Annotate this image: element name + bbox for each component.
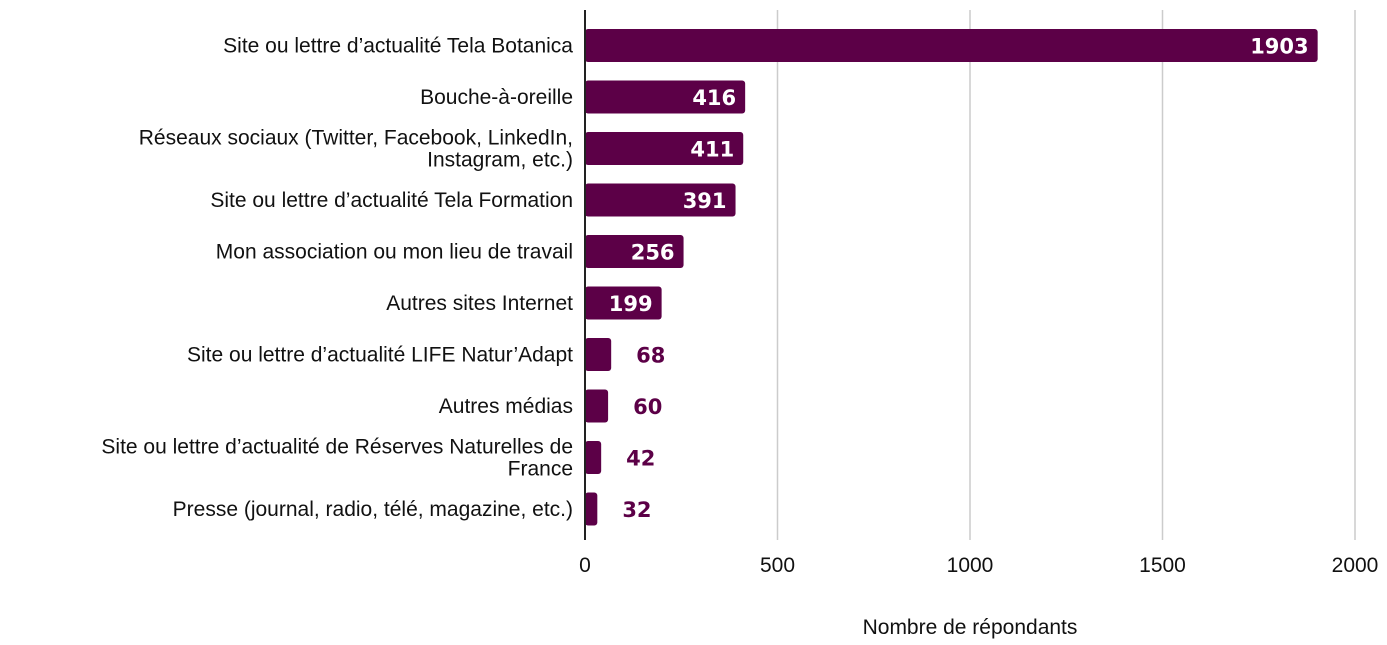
data-label: 256	[631, 241, 675, 265]
category-label: Bouche-à-oreille	[420, 86, 573, 109]
data-label: 199	[609, 292, 653, 316]
data-label: 42	[626, 447, 655, 471]
category-label: Autres sites Internet	[386, 292, 573, 315]
data-label: 416	[692, 86, 736, 110]
bar	[585, 338, 612, 371]
x-tick-label: 1000	[947, 554, 994, 577]
x-tick-label: 0	[579, 554, 591, 577]
category-label: Site ou lettre d’actualité LIFE Natur’Ad…	[187, 344, 573, 367]
data-label: 411	[690, 138, 734, 162]
x-tick-label: 1500	[1139, 554, 1186, 577]
bar	[585, 29, 1318, 62]
x-axis-title: Nombre de répondants	[863, 616, 1078, 639]
data-label: 1903	[1250, 35, 1308, 59]
bar	[585, 80, 746, 114]
bar	[585, 132, 744, 165]
bar	[585, 235, 684, 268]
bars	[585, 29, 1318, 526]
bar	[585, 492, 598, 526]
category-label: Presse (journal, radio, télé, magazine, …	[173, 498, 573, 521]
bar	[585, 183, 736, 217]
value-labels: 1903 416 411 391 256 199 68 60 42 32	[609, 35, 1309, 523]
data-label: 68	[636, 344, 665, 368]
data-label: 391	[683, 189, 727, 213]
x-tick-label: 2000	[1332, 554, 1379, 577]
bar	[585, 389, 609, 423]
category-label: Site ou lettre d’actualité Tela Botanica	[223, 35, 573, 58]
category-label: France	[508, 458, 573, 481]
x-tick-label: 500	[760, 554, 795, 577]
bar	[585, 441, 602, 474]
bar	[585, 286, 662, 320]
category-label: Mon association ou mon lieu de travail	[216, 241, 573, 264]
category-label: Site ou lettre d’actualité Tela Formatio…	[210, 189, 573, 212]
category-labels: Site ou lettre d’actualité Tela Botanica…	[101, 35, 573, 522]
data-label: 32	[622, 498, 651, 522]
data-label: 60	[633, 395, 662, 419]
gridlines	[776, 10, 1356, 540]
category-label: Réseaux sociaux (Twitter, Facebook, Link…	[139, 127, 573, 150]
category-label: Autres médias	[439, 395, 573, 418]
category-label: Site ou lettre d’actualité de Réserves N…	[101, 436, 573, 459]
x-axis-ticks: 0 500 1000 1500 2000	[579, 554, 1378, 577]
category-label: Instagram, etc.)	[427, 149, 573, 172]
